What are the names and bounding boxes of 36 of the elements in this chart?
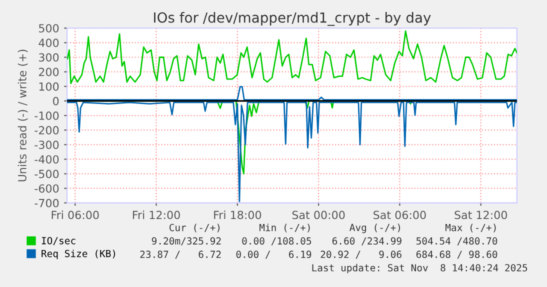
chart-title: IOs for /dev/mapper/md1_crypt - by day (154, 12, 431, 26)
y-tick-label: 0 (53, 96, 59, 106)
y-tick-label: -400 (34, 155, 59, 164)
y-tick-label: -300 (34, 140, 59, 150)
x-tick-label: Fri 18:00 (214, 210, 262, 220)
legend-label: IO/sec (42, 237, 76, 246)
text: Cur (-/+) (170, 224, 220, 232)
y-tick-label: -700 (34, 198, 59, 208)
text: Avg (-/+) (350, 224, 400, 234)
text: 23.87 / 6.72 (140, 250, 221, 259)
text: 6.60 /234.99 (332, 237, 402, 246)
x-tick-label: Sat 06:00 (374, 210, 426, 220)
text: 9.20m/325.92 (152, 237, 221, 246)
text: 0.00 / 6.19 (236, 250, 312, 259)
y-tick-label: -600 (34, 184, 59, 193)
y-tick-label: 500 (39, 24, 59, 33)
text: 0.00 /108.05 (242, 237, 312, 246)
y-tick-label: 400 (38, 38, 59, 48)
text: Max (-/+) (446, 224, 496, 232)
y-tick-label: -500 (34, 170, 59, 178)
y-tick-label: -100 (34, 111, 59, 120)
text: 504.54 /480.70 (416, 237, 498, 246)
y-tick-label: -200 (34, 126, 59, 134)
x-tick-label: Sat 00:00 (292, 210, 345, 220)
text: 20.92 / 9.06 (320, 250, 402, 259)
text: Last update: Sat Nov 8 14:40:24 2025 (312, 264, 528, 274)
x-tick-label: Fri 06:00 (52, 210, 99, 220)
y-tick-label: 100 (39, 82, 59, 91)
y-tick-label: 200 (38, 68, 59, 76)
y-axis-title: Units read (-) / write (+) (18, 50, 28, 182)
legend-label: Req Size (KB) (42, 250, 116, 260)
x-tick-label: Fri 12:00 (132, 210, 180, 220)
y-tick-label: 300 (39, 53, 59, 62)
text: Min (-/+) (260, 224, 310, 232)
text: 684.68 / 98.60 (416, 250, 498, 259)
x-tick-label: Sat 12:00 (454, 210, 507, 220)
